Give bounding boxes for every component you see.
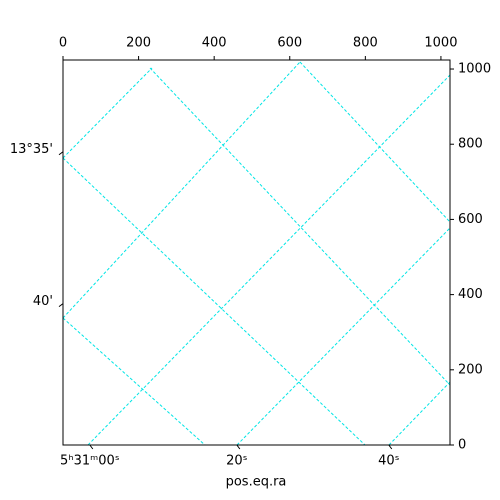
x-tick-label: 400 [202,36,227,51]
wcs-grid [63,61,450,445]
y-tick-label: 200 [458,362,483,377]
x-tick-label: 1000 [424,36,457,51]
frame [62,59,451,446]
y-tick-label: 1000 [458,62,491,77]
x-tick-label: 800 [353,36,378,51]
ra-tick-label: 5ʰ31ᵐ00ˢ [60,454,120,469]
dec-tick [58,151,64,156]
dec-tick [58,303,64,308]
x-tick-label: 200 [126,36,151,51]
image-noise [63,60,450,445]
ra-tick [388,444,393,450]
dec-tick-label: 13°35' [10,142,53,157]
ra-tick [236,444,241,450]
y-tick-label: 600 [458,212,483,227]
x-axis-label: pos.eq.ra [226,475,287,490]
dec-tick-label: 40' [33,294,53,309]
image [63,60,450,445]
stars [151,73,394,409]
ra-tick [89,444,94,450]
y-tick-label: 800 [458,137,483,152]
y-tick-label: 400 [458,287,483,302]
x-tick-label: 0 [59,36,67,51]
y-tick-label: 0 [458,438,466,453]
ra-tick-label: 20ˢ [226,454,248,469]
ra-tick-label: 40ˢ [378,454,400,469]
x-tick-label: 600 [277,36,302,51]
